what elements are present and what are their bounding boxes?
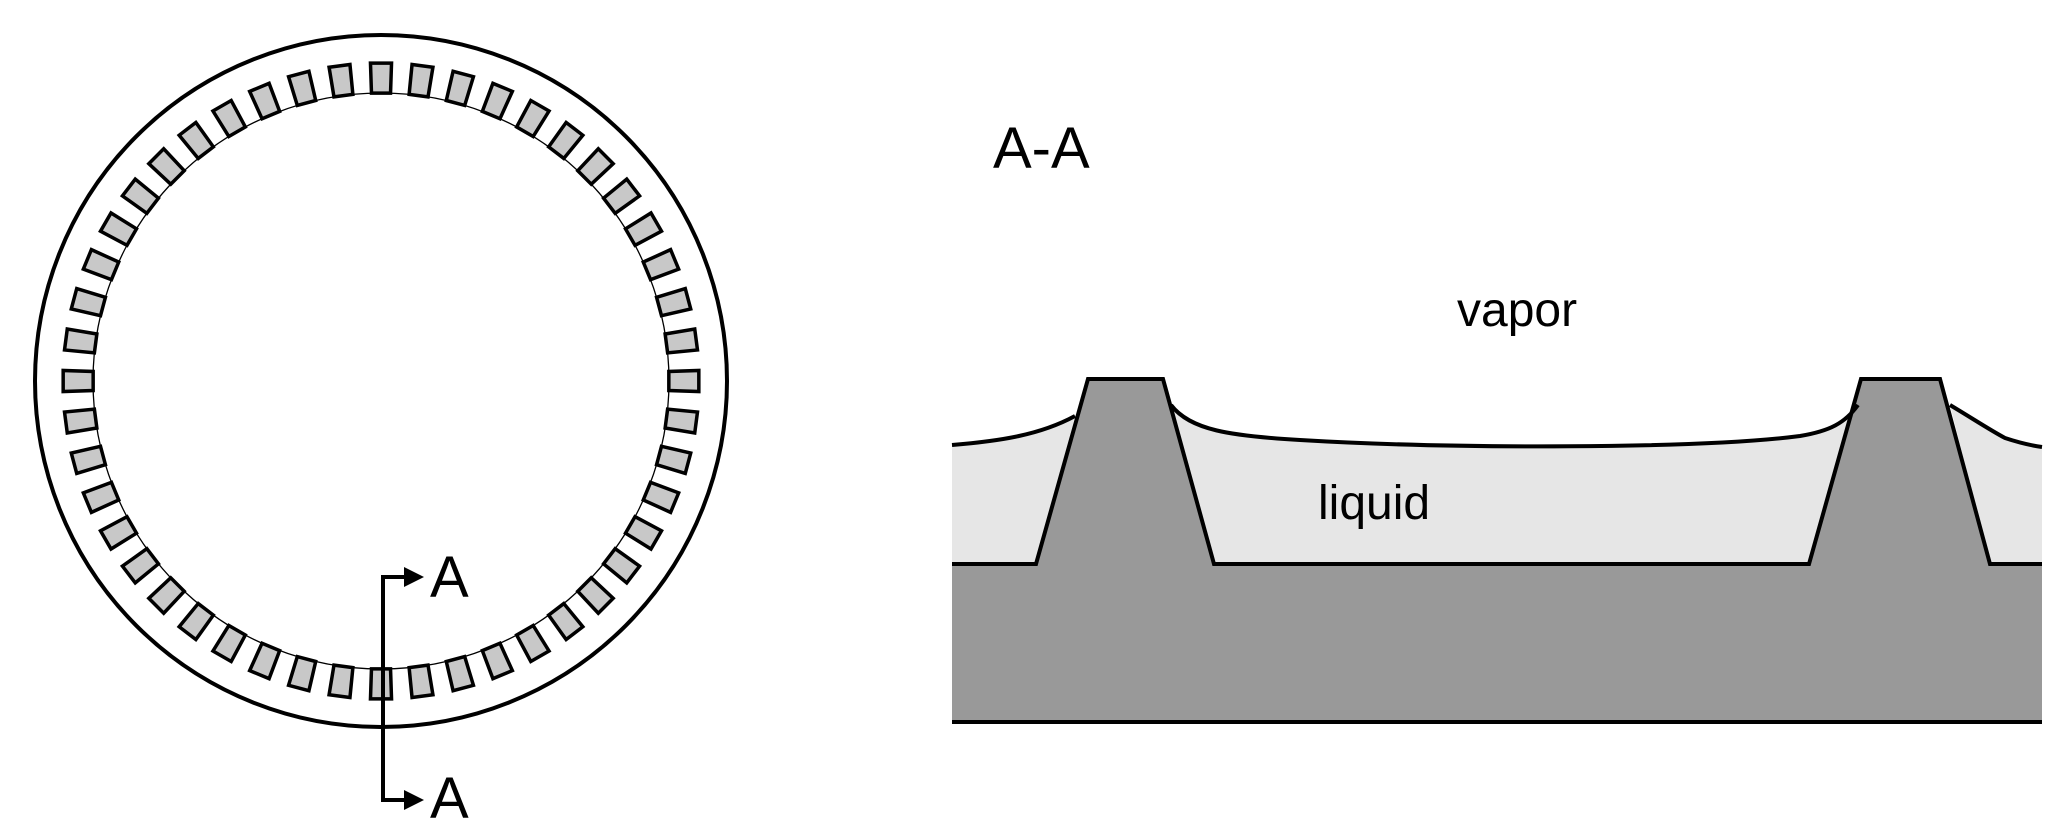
- liquid-label: liquid: [1318, 477, 1430, 530]
- solid-wall-outline: [952, 377, 2042, 566]
- groove-fin: [407, 663, 435, 700]
- liquid-region-center: [1171, 405, 1858, 564]
- groove-fin: [286, 69, 318, 108]
- groove-fin: [601, 176, 643, 216]
- groove-fin: [69, 286, 108, 318]
- groove-fin: [623, 210, 664, 248]
- meniscus-left: [951, 414, 1076, 447]
- groove-fin: [641, 480, 681, 515]
- section-view: A-A vapor liquid: [951, 116, 2043, 724]
- vapor-label: vapor: [1457, 284, 1577, 337]
- groove-fin: [247, 81, 282, 121]
- liquid-region-right: [1950, 405, 2042, 564]
- groove-fin: [176, 601, 216, 643]
- meniscus-center: [1169, 403, 1860, 449]
- groove-fin: [654, 444, 693, 476]
- groove-fin: [98, 210, 139, 248]
- cut-line-path: [381, 575, 408, 802]
- groove-fin: [663, 327, 700, 355]
- groove-fin: [62, 407, 99, 435]
- groove-fin: [480, 641, 515, 681]
- groove-fin: [61, 368, 95, 394]
- groove-fin: [623, 514, 664, 552]
- groove-fin: [327, 62, 355, 99]
- solid-wall-with-fins: [952, 379, 2042, 722]
- groove-fin: [641, 247, 681, 282]
- groove-ring: [61, 61, 701, 701]
- groove-fin: [119, 176, 161, 216]
- groove-fin: [327, 663, 355, 700]
- groove-fin: [81, 247, 121, 282]
- groove-fin: [146, 146, 187, 187]
- section-title: A-A: [993, 116, 1090, 181]
- groove-fin: [663, 407, 700, 435]
- groove-fin: [444, 69, 476, 108]
- groove-fin: [368, 61, 394, 95]
- liquid-region-left: [952, 416, 1075, 564]
- top-view: A A: [33, 33, 729, 831]
- groove-fin: [546, 119, 586, 161]
- groove-fin: [654, 286, 693, 318]
- groove-fin: [601, 546, 643, 586]
- groove-fin: [286, 654, 318, 693]
- arrow-head-top: [404, 567, 424, 587]
- groove-fin: [546, 601, 586, 643]
- groove-fin: [667, 368, 701, 394]
- groove-fin: [119, 546, 161, 586]
- groove-fin: [81, 480, 121, 515]
- section-label-top: A: [430, 545, 469, 610]
- groove-fin: [575, 146, 616, 187]
- groove-fin: [98, 514, 139, 552]
- groove-fin: [407, 62, 435, 99]
- groove-fin: [480, 81, 515, 121]
- groove-fin: [514, 623, 552, 664]
- groove-fin: [210, 98, 248, 139]
- groove-fin: [514, 98, 552, 139]
- groove-fin: [62, 327, 99, 355]
- groove-fin: [247, 641, 282, 681]
- arrow-head-bottom: [404, 790, 424, 810]
- section-cut-line: A A: [381, 545, 469, 831]
- groove-fin: [444, 654, 476, 693]
- groove-fin: [69, 444, 108, 476]
- groove-fin: [176, 119, 216, 161]
- section-label-bottom: A: [430, 766, 469, 831]
- groove-fin: [575, 575, 616, 616]
- meniscus-right: [1948, 403, 2043, 449]
- groove-fin: [146, 575, 187, 616]
- groove-fin: [210, 623, 248, 664]
